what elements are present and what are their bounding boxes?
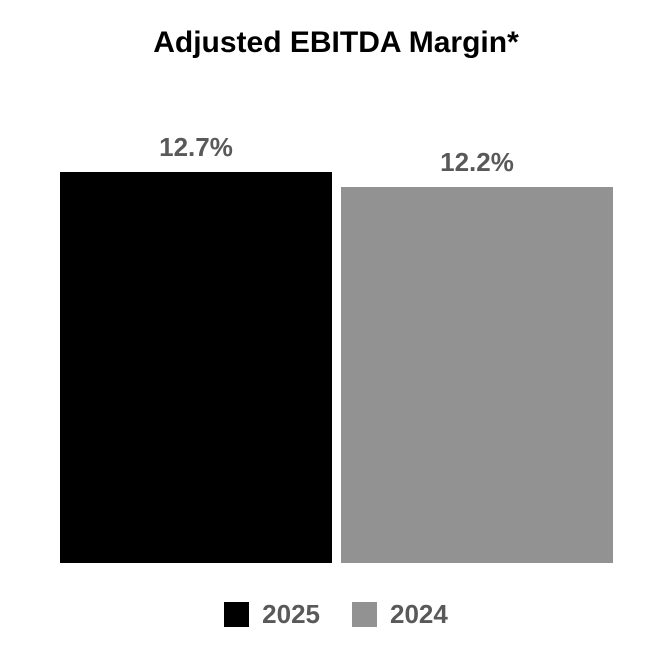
chart-title: Adjusted EBITDA Margin* — [153, 26, 519, 59]
bar-value-label-2024: 12.2% — [440, 147, 514, 177]
legend-label-2024: 2024 — [390, 599, 448, 629]
legend-label-2025: 2025 — [262, 599, 320, 629]
plot-area: 12.7% 12.2% — [60, 100, 613, 563]
bar-2024 — [341, 187, 613, 563]
legend-item-2025: 2025 — [224, 600, 320, 628]
bar-group-2025: 12.7% — [60, 100, 332, 563]
legend-swatch-2024 — [352, 601, 377, 627]
legend: 2025 2024 — [0, 600, 672, 628]
legend-item-2024: 2024 — [352, 600, 448, 628]
bar-value-label-2025: 12.7% — [159, 132, 233, 162]
bar-2025 — [60, 172, 332, 563]
legend-swatch-2025 — [224, 601, 250, 627]
bar-group-2024: 12.2% — [341, 100, 613, 563]
